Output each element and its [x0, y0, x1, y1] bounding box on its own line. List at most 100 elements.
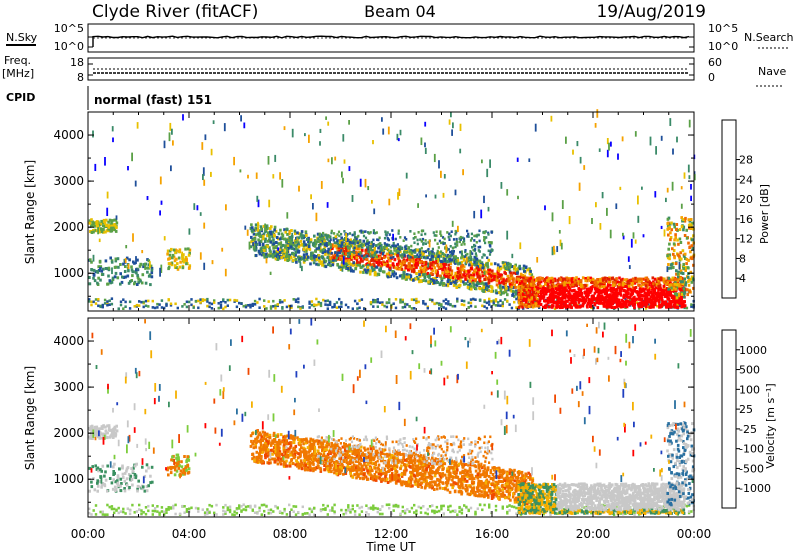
- range-gate-cell: [353, 256, 357, 260]
- range-gate-cell: [203, 179, 206, 186]
- range-gate-cell: [364, 255, 367, 259]
- range-gate-cell: [629, 300, 632, 304]
- range-gate-cell: [624, 283, 627, 287]
- range-gate-cell: [514, 267, 518, 271]
- range-gate-cell: [94, 298, 98, 301]
- range-gate-cell: [668, 253, 672, 257]
- range-gate-cell: [460, 250, 463, 253]
- range-gate-cell: [623, 278, 626, 282]
- range-gate-cell: [249, 226, 253, 230]
- range-gate-cell: [452, 250, 455, 253]
- range-gate-cell: [415, 272, 418, 275]
- range-gate-cell: [604, 288, 607, 292]
- range-gate-cell: [591, 218, 593, 225]
- range-gate-cell: [601, 278, 605, 282]
- range-gate-cell: [371, 251, 374, 255]
- range-gate-cell: [637, 302, 640, 306]
- range-gate-cell: [271, 235, 274, 239]
- range-gate-cell: [105, 218, 108, 222]
- range-gate-cell: [491, 289, 495, 293]
- ytick-label: 3000: [53, 174, 84, 188]
- range-gate-cell: [600, 301, 603, 305]
- range-gate-cell: [398, 267, 402, 271]
- range-gate-cell: [197, 299, 200, 303]
- range-gate-cell: [424, 268, 428, 272]
- range-gate-cell: [451, 220, 454, 227]
- range-gate-cell: [442, 299, 445, 303]
- range-gate-cell: [524, 266, 528, 269]
- range-gate-cell: [447, 248, 450, 251]
- range-gate-cell: [690, 224, 693, 228]
- range-gate-cell: [107, 220, 110, 224]
- range-gate-cell: [473, 255, 476, 259]
- range-gate-cell: [685, 228, 688, 232]
- range-gate-cell: [446, 282, 450, 285]
- range-gate-cell: [679, 269, 683, 273]
- range-gate-cell: [156, 510, 159, 513]
- range-gate-cell: [420, 233, 423, 236]
- range-gate-cell: [342, 263, 346, 267]
- range-gate-cell: [182, 259, 186, 262]
- range-gate-cell: [411, 268, 414, 271]
- range-gate-cell: [613, 306, 616, 309]
- range-gate-cell: [172, 140, 174, 146]
- range-gate-cell: [481, 256, 484, 259]
- range-gate-cell: [321, 242, 324, 246]
- range-gate-cell: [483, 278, 486, 281]
- range-gate-cell: [608, 280, 611, 284]
- range-gate-cell: [688, 246, 691, 250]
- range-gate-cell: [524, 300, 528, 304]
- range-gate-cell: [522, 276, 525, 280]
- range-gate-cell: [633, 289, 637, 293]
- range-gate-cell: [472, 297, 475, 301]
- range-gate-cell: [506, 261, 510, 265]
- range-gate-cell: [676, 300, 679, 304]
- range-gate-cell: [411, 264, 414, 268]
- range-gate-cell: [456, 274, 459, 278]
- range-gate-cell: [400, 273, 404, 277]
- range-gate-cell: [577, 277, 580, 281]
- range-gate-cell: [667, 263, 670, 266]
- range-gate-cell: [637, 295, 641, 299]
- range-gate-cell: [609, 283, 612, 287]
- range-gate-cell: [226, 304, 229, 307]
- range-gate-cell: [120, 280, 124, 284]
- range-gate-cell: [446, 280, 450, 284]
- range-gate-cell: [604, 295, 608, 299]
- range-gate-cell: [522, 303, 526, 307]
- range-gate-cell: [610, 295, 614, 299]
- range-gate-cell: [446, 253, 450, 257]
- range-gate-cell: [367, 247, 370, 250]
- range-gate-cell: [90, 303, 93, 307]
- range-gate-cell: [487, 278, 491, 282]
- range-gate-cell: [473, 234, 476, 238]
- range-gate-cell: [476, 281, 479, 284]
- range-gate-cell: [160, 200, 163, 205]
- range-gate-cell: [543, 299, 546, 303]
- range-gate-cell: [356, 263, 359, 267]
- range-gate-cell: [473, 210, 476, 219]
- range-gate-cell: [489, 275, 493, 278]
- range-gate-cell: [621, 136, 624, 142]
- range-gate-cell: [106, 282, 110, 286]
- range-gate-cell: [372, 254, 375, 257]
- range-gate-cell: [388, 298, 391, 301]
- range-gate-cell: [607, 277, 611, 281]
- range-gate-cell: [681, 249, 685, 253]
- range-gate-cell: [165, 508, 168, 512]
- range-gate-cell: [596, 306, 600, 310]
- range-gate-cell: [488, 284, 492, 288]
- range-gate-cell: [616, 303, 619, 306]
- range-gate-cell: [450, 230, 453, 233]
- range-gate-cell: [448, 232, 451, 236]
- range-gate-cell: [386, 272, 389, 276]
- range-gate-cell: [404, 275, 407, 279]
- range-gate-cell: [431, 269, 434, 273]
- range-gate-cell: [490, 305, 493, 309]
- range-gate-cell: [481, 281, 484, 285]
- range-gate-cell: [165, 511, 168, 514]
- range-gate-cell: [506, 279, 510, 283]
- range-gate-cell: [392, 241, 395, 245]
- range-gate-cell: [255, 172, 258, 179]
- range-gate-cell: [671, 266, 674, 270]
